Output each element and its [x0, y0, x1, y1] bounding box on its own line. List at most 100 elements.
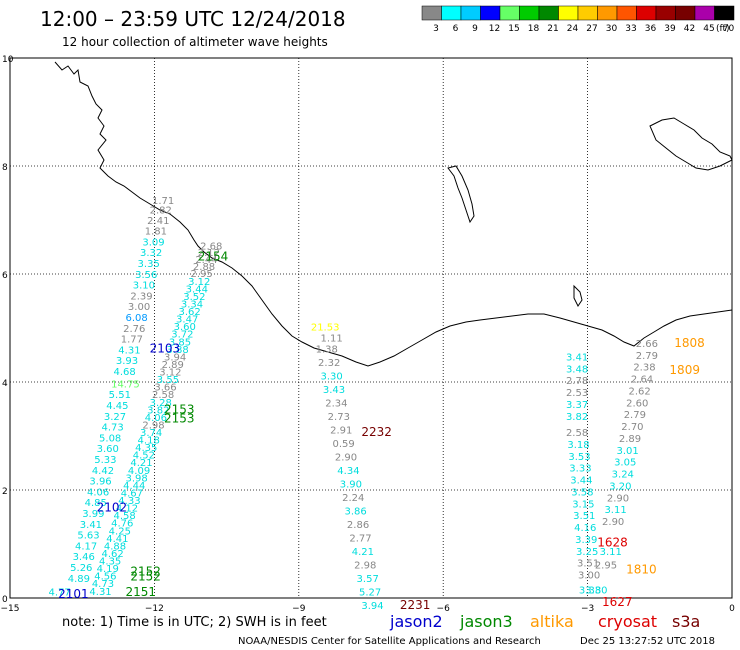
wave-height-label: 3.44: [186, 284, 208, 295]
wave-height-label: 14.75: [111, 379, 140, 390]
wave-height-label: 4.35: [99, 557, 121, 568]
y-tick-label: 10: [2, 55, 14, 65]
wave-height-label: 2.95: [595, 560, 617, 571]
wave-height-label: 3.32: [140, 248, 162, 259]
wave-height-label: 2.12: [198, 248, 220, 259]
scale-label: 21: [547, 24, 558, 34]
wave-height-label: 3.00: [128, 302, 150, 313]
wave-height-label: 4.88: [104, 541, 126, 552]
wave-height-label: 2.95: [191, 269, 213, 280]
y-tick-label: 8: [2, 163, 8, 173]
wave-height-label: 4.56: [94, 572, 116, 583]
wave-height-label: 3.28: [150, 398, 172, 409]
footer-note: note: 1) Time is in UTC; 2) SWH is in fe…: [62, 615, 327, 630]
pass-time-label: 2152: [130, 570, 161, 584]
scale-swatch: [460, 5, 481, 21]
wave-height-label: 2.90: [602, 517, 624, 528]
wave-height-label: 4.76: [111, 519, 133, 530]
coastline: [54, 61, 733, 367]
wave-height-label: 3.11: [600, 547, 622, 558]
coastline-islet: [573, 284, 583, 307]
scale-swatch: [636, 5, 657, 21]
scale-label: 24: [567, 24, 579, 34]
wave-height-label: 3.00: [578, 571, 600, 582]
wave-height-label: 3.53: [568, 452, 590, 463]
wave-height-label: 2.78: [566, 376, 588, 387]
pass-time-label: 2232: [361, 425, 392, 439]
wave-height-label: 3.25: [576, 547, 598, 558]
wave-height-label: 3.37: [566, 400, 588, 411]
pass-time-label: 2101: [58, 587, 89, 601]
scale-label: 39: [664, 24, 676, 34]
wave-height-label: 6.08: [126, 313, 148, 324]
wave-height-label: 2.38: [633, 363, 655, 374]
wave-height-label: 2.79: [624, 410, 646, 421]
wave-height-label: 4.35: [135, 443, 157, 454]
satellite-s3a: s3a: [672, 612, 700, 631]
wave-height-label: 5.63: [77, 531, 99, 542]
y-tick-label: 6: [2, 271, 8, 281]
color-scale: 3 6 9 12 15 18 21 24 27 30 33 36 39 42 45 70: [421, 5, 735, 34]
wave-height-label: 4.16: [574, 523, 596, 534]
wave-height-label: 2.62: [629, 386, 651, 397]
wave-height-label: 4.12: [116, 504, 138, 515]
wave-height-label: 3.94: [361, 601, 383, 612]
satellite-jason3: jason3: [459, 612, 513, 631]
wave-height-label: 2.32: [318, 358, 340, 369]
pass-time-label: 2151: [126, 585, 157, 599]
wave-height-label: 2.91: [330, 425, 352, 436]
wave-height-label: 4.41: [106, 534, 128, 545]
scale-label: 70: [723, 24, 735, 34]
wave-height-label: 3.82: [147, 405, 169, 416]
page-title: 12:00 – 23:59 UTC 12/24/2018: [40, 7, 346, 31]
wave-height-label: 3.18: [567, 440, 589, 451]
wave-height-label: 3.88: [166, 345, 188, 356]
scale-label: 9: [472, 24, 478, 34]
pass-time-label: 2153: [164, 402, 195, 416]
wave-height-label: 2.34: [325, 398, 347, 409]
wave-height-label: 3.10: [133, 281, 155, 292]
wave-height-label: 3.85: [169, 337, 191, 348]
wave-height-label: 3.27: [104, 412, 126, 423]
pass-time-label: 2152: [130, 564, 161, 578]
wave-height-label: 2.41: [147, 216, 169, 227]
plot-frame: [9, 57, 733, 599]
wave-height-label: 3.72: [171, 330, 193, 341]
wave-height-label: 3.99: [82, 509, 104, 520]
wave-height-label: 5.26: [70, 563, 92, 574]
wave-height-label: 2.98: [354, 560, 376, 571]
x-tick-label: 0: [729, 604, 735, 614]
wave-height-label: 3.58: [571, 487, 593, 498]
wave-height-label: 3.56: [135, 270, 157, 281]
wave-height-label: 3.12: [188, 277, 210, 288]
wave-height-label: 3.41: [80, 520, 102, 531]
wave-height-label: 3.86: [345, 506, 367, 517]
x-tick-label: −6: [437, 604, 451, 614]
scale-unit: (ft): [716, 24, 730, 34]
wave-height-label: 2.66: [636, 339, 658, 350]
scale-label: 45: [703, 24, 714, 34]
wave-height-label: 3.94: [164, 352, 186, 363]
coastline-main: [54, 61, 733, 367]
wave-height-label: 2.58: [566, 428, 588, 439]
wave-height-label: 4.09: [128, 466, 150, 477]
wave-height-label: 4.19: [97, 564, 119, 575]
wave-height-label: 5.27: [359, 587, 381, 598]
wave-height-label: 3.15: [572, 499, 594, 510]
wave-height-label: 3.60: [97, 444, 119, 455]
wave-height-label: 3.24: [612, 470, 634, 481]
scale-label: 15: [508, 24, 519, 34]
scale-swatch: [597, 5, 618, 21]
pass-time-label: 2153: [164, 412, 195, 426]
scale-label: 33: [625, 24, 636, 34]
wave-height-label: 3.44: [570, 476, 592, 487]
scale-swatch: [577, 5, 598, 21]
pass-time-label: 2102: [97, 501, 128, 515]
pass-time-label: 1628: [597, 536, 628, 550]
footer-credit: NOAA/NESDIS Center for Satellite Applica…: [238, 636, 541, 647]
coastline-island: [447, 165, 475, 224]
x-tick-label: −9: [292, 604, 306, 614]
wave-height-label: 4.67: [121, 488, 143, 499]
wave-height-label: 1.77: [121, 335, 143, 346]
scale-label: 42: [684, 24, 695, 34]
